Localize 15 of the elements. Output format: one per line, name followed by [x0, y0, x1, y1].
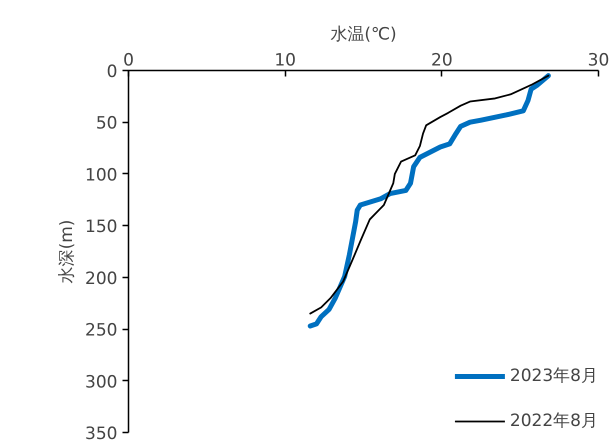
y-tick-label: 250 [85, 320, 118, 341]
legend-label: 2023年8月 [510, 365, 598, 387]
y-tick-label: 50 [96, 114, 118, 134]
y-tick-label: 350 [85, 424, 118, 444]
y-tick-label: 150 [85, 217, 118, 238]
y-tick-label: 300 [85, 372, 118, 392]
x-axis-title: 水温(℃) [330, 24, 397, 44]
x-tick-label: 0 [123, 50, 134, 70]
y-tick-label: 100 [85, 165, 118, 186]
x-tick-label: 20 [431, 50, 453, 70]
legend-label: 2022年8月 [510, 410, 598, 432]
y-tick-label: 200 [85, 268, 118, 289]
x-tick-label: 10 [274, 50, 296, 70]
x-tick-label: 30 [588, 50, 610, 70]
y-axis-title: 水深(m) [57, 220, 78, 284]
